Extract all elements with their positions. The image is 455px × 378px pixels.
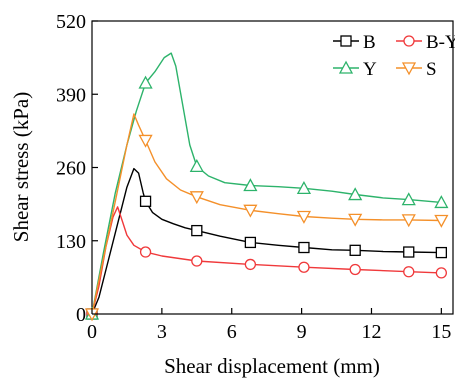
legend-item-b: B bbox=[333, 32, 376, 53]
x-tick-label: 9 bbox=[297, 321, 307, 343]
series-marker-y bbox=[189, 159, 204, 173]
series-marker-y bbox=[296, 180, 312, 194]
legend-item-b-y: B-Y bbox=[396, 32, 455, 53]
legend-label-b: B bbox=[363, 32, 376, 53]
series-line-b bbox=[91, 167, 442, 315]
legend-item-s: S bbox=[396, 59, 437, 80]
series-marker-s bbox=[138, 134, 153, 148]
series-marker-b bbox=[403, 246, 415, 258]
series-marker-b-y bbox=[244, 258, 257, 271]
series-marker-b-y bbox=[191, 255, 203, 267]
series-marker-y bbox=[138, 75, 153, 89]
y-tick-label: 390 bbox=[56, 84, 86, 106]
series-marker-y bbox=[401, 192, 416, 206]
x-tick-label: 6 bbox=[227, 321, 237, 343]
series-marker-b-y bbox=[349, 263, 361, 276]
series-marker-b-y bbox=[403, 266, 415, 278]
series-marker-b bbox=[191, 224, 203, 237]
y-tick-label: 520 bbox=[56, 11, 86, 33]
series-marker-s bbox=[434, 214, 449, 228]
legend-label-y: Y bbox=[363, 59, 377, 80]
series-marker-s bbox=[243, 204, 258, 218]
series-marker-y bbox=[243, 178, 258, 192]
legend-item-y: Y bbox=[333, 59, 377, 80]
x-tick-label: 15 bbox=[431, 321, 451, 343]
legend: B B-Y Y S bbox=[333, 32, 455, 80]
series-marker-b-y bbox=[435, 267, 448, 279]
series-marker-b-y bbox=[298, 261, 310, 273]
series-line-b-y bbox=[91, 206, 442, 315]
y-axis-title: Shear stress (kPa) bbox=[9, 92, 33, 242]
series-marker-s bbox=[189, 191, 204, 205]
plot-frame bbox=[91, 20, 454, 315]
y-tick-label: 130 bbox=[56, 231, 86, 253]
series-b bbox=[86, 167, 448, 320]
series-marker-s bbox=[401, 214, 416, 228]
series-marker-b bbox=[349, 244, 361, 256]
series-marker-b bbox=[298, 241, 310, 254]
series-marker-s bbox=[348, 213, 363, 227]
x-tick-label: 0 bbox=[87, 321, 97, 343]
series-marker-s bbox=[296, 210, 312, 224]
legend-marker-y bbox=[338, 60, 354, 74]
legend-marker-b bbox=[340, 35, 352, 47]
y-tick-label: 0 bbox=[76, 304, 86, 326]
series-marker-y bbox=[434, 195, 449, 209]
legend-label-s: S bbox=[426, 59, 437, 80]
series-layer bbox=[84, 52, 449, 322]
series-marker-b bbox=[244, 236, 257, 249]
series-line-y bbox=[91, 52, 442, 315]
tick-layer: 0 3 6 9 12 15 0 130 260 390 520 bbox=[56, 11, 451, 343]
x-tick-label: 12 bbox=[361, 321, 381, 343]
series-s bbox=[84, 113, 449, 322]
series-marker-b bbox=[435, 246, 448, 259]
x-tick-label: 3 bbox=[157, 321, 167, 343]
series-marker-y bbox=[348, 187, 363, 201]
series-b-y bbox=[86, 206, 448, 320]
y-tick-label: 260 bbox=[56, 158, 86, 180]
legend-marker-b-y bbox=[403, 35, 415, 47]
x-axis-title: Shear displacement (mm) bbox=[164, 354, 380, 378]
legend-marker-s bbox=[401, 62, 417, 76]
plot-area bbox=[91, 20, 454, 315]
series-y bbox=[84, 52, 449, 320]
series-marker-b-y bbox=[139, 246, 152, 258]
legend-label-b-y: B-Y bbox=[426, 32, 455, 53]
series-marker-b bbox=[139, 195, 152, 207]
